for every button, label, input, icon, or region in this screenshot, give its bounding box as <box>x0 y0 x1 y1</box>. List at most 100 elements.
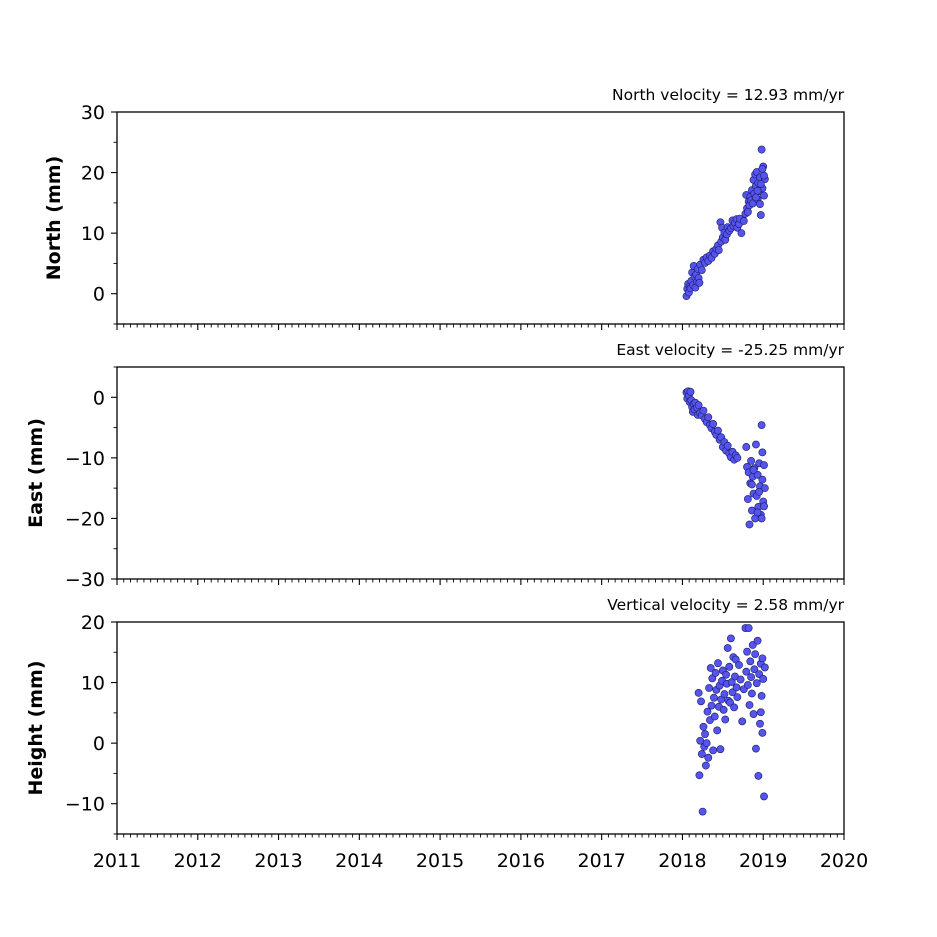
north-x-ticks <box>116 324 845 330</box>
east-ylabel: East (mm) <box>25 418 47 528</box>
y-tick-label: 30 <box>81 102 105 124</box>
data-point <box>748 480 756 489</box>
data-point <box>742 667 751 676</box>
data-point <box>714 426 722 435</box>
y-tick-label: 20 <box>81 612 105 634</box>
y-tick-label: −30 <box>65 569 105 591</box>
data-point <box>757 692 766 700</box>
vertical-y-ticks: −10 0 10 20 <box>65 612 117 835</box>
data-point <box>752 679 761 688</box>
vertical-ylabel: Height (mm) <box>25 660 47 795</box>
data-point <box>746 657 755 666</box>
data-point <box>709 420 718 428</box>
y-tick-label: −20 <box>65 508 105 530</box>
data-point <box>756 211 765 219</box>
data-point <box>743 647 751 656</box>
data-point <box>747 673 756 682</box>
data-point <box>714 246 723 254</box>
data-point <box>704 753 713 762</box>
data-point <box>751 650 760 658</box>
y-tick-label: 0 <box>93 733 105 755</box>
data-point <box>753 186 762 195</box>
x-tick-label: 2013 <box>254 850 302 872</box>
east-data-points <box>682 387 769 529</box>
data-point <box>720 690 729 698</box>
vertical-velocity-title: Vertical velocity = 2.58 mm/yr <box>607 596 844 614</box>
data-point <box>699 406 708 415</box>
data-point <box>699 722 708 731</box>
data-point <box>694 401 703 410</box>
data-point <box>749 710 758 718</box>
data-point <box>701 761 710 770</box>
data-point <box>705 684 713 692</box>
data-point <box>698 807 707 816</box>
data-point <box>756 200 764 208</box>
data-point <box>760 792 768 801</box>
data-point <box>758 165 767 173</box>
data-point <box>760 191 768 200</box>
data-point <box>733 453 742 462</box>
data-point <box>754 771 763 780</box>
vertical-x-ticks: 2011 2012 2013 2014 2015 2016 2017 2018 2019 2020 <box>93 834 868 872</box>
data-point <box>752 440 760 449</box>
data-point <box>756 708 765 717</box>
data-point <box>738 717 747 726</box>
data-point <box>710 712 719 721</box>
data-point <box>745 520 754 529</box>
data-point <box>704 413 713 422</box>
data-point <box>758 448 767 457</box>
y-tick-label: 10 <box>81 223 105 245</box>
y-tick-label: −10 <box>65 448 105 470</box>
data-point <box>739 217 748 225</box>
data-point <box>725 662 734 671</box>
data-point <box>737 229 746 238</box>
data-point <box>758 728 767 737</box>
data-point <box>736 675 745 684</box>
data-point <box>757 514 766 523</box>
data-point <box>742 443 751 451</box>
data-point <box>757 145 766 154</box>
data-point <box>694 688 703 697</box>
data-point <box>727 634 735 643</box>
data-point <box>749 466 758 474</box>
east-x-ticks <box>116 579 845 585</box>
data-point <box>713 726 722 735</box>
data-point <box>721 715 730 724</box>
data-point <box>752 744 760 753</box>
east-panel: East velocity = -25.25 mm/yr East (mm) −30… <box>25 341 845 591</box>
data-point <box>747 456 756 465</box>
north-ylabel: North (mm) <box>43 156 65 281</box>
x-tick-label: 2017 <box>577 850 625 872</box>
data-point <box>695 771 704 780</box>
data-point <box>745 701 754 709</box>
data-point <box>697 697 705 706</box>
y-tick-label: 20 <box>81 163 105 185</box>
data-point <box>722 670 730 679</box>
data-point <box>760 663 769 672</box>
data-point <box>709 746 718 755</box>
data-point <box>760 461 768 470</box>
data-point <box>743 495 752 503</box>
data-point <box>753 508 762 517</box>
data-point <box>760 171 768 180</box>
north-y-ticks: 0 10 20 30 <box>81 102 117 325</box>
vertical-data-points <box>694 624 769 816</box>
data-point <box>758 654 767 663</box>
data-point <box>714 659 722 668</box>
east-y-ticks: −30 −20 −10 0 <box>65 366 117 591</box>
north-velocity-title: North velocity = 12.93 mm/yr <box>612 86 845 104</box>
data-point <box>759 675 768 683</box>
x-tick-label: 2012 <box>174 850 222 872</box>
data-point <box>748 641 757 649</box>
data-point <box>706 664 715 672</box>
x-tick-label: 2019 <box>739 850 787 872</box>
data-point <box>743 681 752 689</box>
data-point <box>748 689 756 698</box>
data-point <box>744 624 753 632</box>
y-tick-label: −10 <box>65 794 105 816</box>
data-point <box>760 502 768 511</box>
data-point <box>752 193 760 202</box>
data-point <box>743 208 752 216</box>
